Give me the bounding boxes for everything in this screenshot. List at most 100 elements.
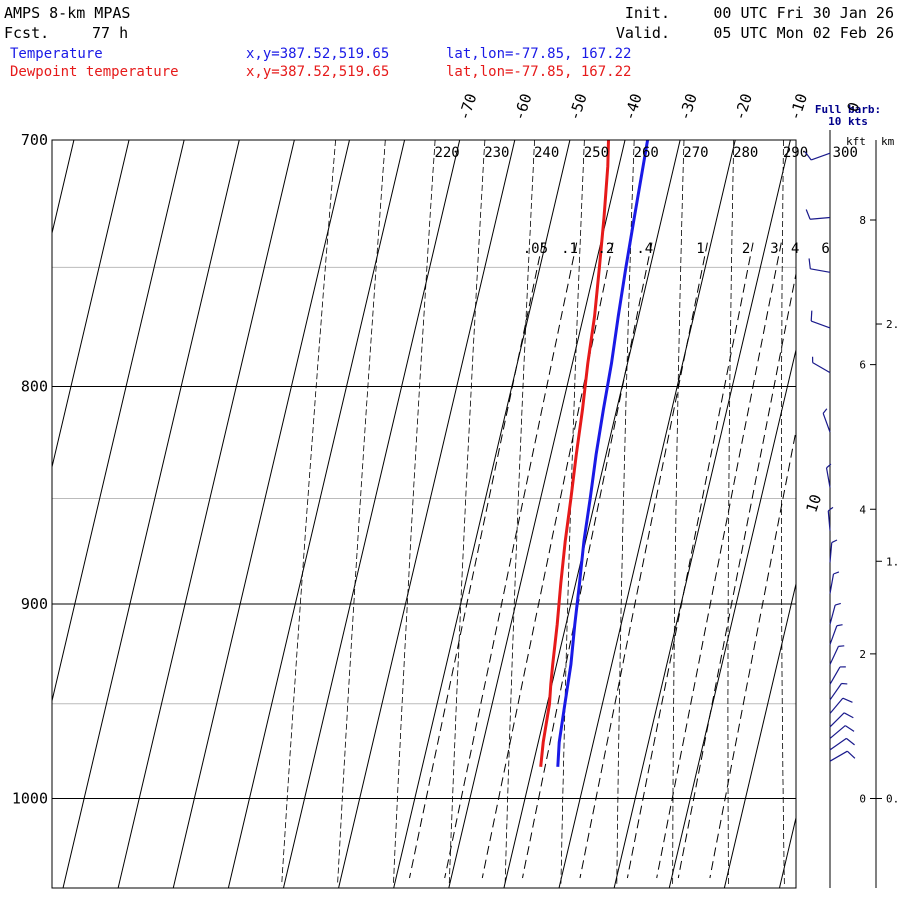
wind-barb	[808, 258, 831, 273]
isotherm-line	[668, 347, 796, 888]
wind-barb	[829, 539, 838, 563]
dry-adiabat-line	[281, 140, 336, 886]
barb-legend-line2: 10 kts	[828, 115, 868, 128]
plot-border	[51, 139, 797, 889]
wind-barb-flag	[846, 750, 856, 759]
mixing-ratio-line	[579, 242, 708, 879]
wind-barb	[829, 750, 856, 762]
legend: Temperature x,y=387.52,519.65 lat,lon=-7…	[10, 46, 631, 80]
wind-barb-staff	[829, 737, 847, 751]
wind-barb	[829, 571, 840, 594]
dry-adiabat-line	[504, 140, 535, 886]
mixing-ratio-line	[677, 271, 796, 879]
wind-barb-flag	[822, 408, 828, 414]
wind-barb-staff	[810, 216, 831, 220]
mixing-ratio-label: 3	[770, 241, 778, 257]
wind-barb-staff	[829, 750, 848, 762]
wind-barb-flag	[805, 209, 811, 220]
background-grid	[52, 140, 796, 888]
wind-barb-flag	[831, 539, 838, 544]
isobar-label: 1000	[12, 790, 48, 808]
isotherm-line	[172, 140, 350, 888]
legend-temperature-xy: x,y=387.52,519.65	[246, 46, 389, 62]
wind-barb	[829, 624, 843, 645]
isotherm-line	[52, 140, 185, 704]
mixing-ratio-line	[626, 242, 754, 879]
legend-dewpoint-name: Dewpoint temperature	[10, 64, 179, 80]
dry-adiabat-label: 290	[783, 145, 808, 161]
wind-barb-staff	[822, 413, 831, 433]
km-tick-label: 1.	[886, 555, 899, 568]
isotherm-line	[338, 140, 516, 888]
barb-legend-line1: Full barb:	[815, 103, 881, 116]
wind-barb-flag	[810, 310, 813, 322]
wind-barb	[829, 645, 845, 665]
legend-temperature-name: Temperature	[10, 46, 103, 62]
valid-label: Valid.	[616, 24, 670, 42]
mixing-ratio-label: .4	[636, 241, 653, 257]
kft-tick-label: 8	[859, 214, 866, 227]
wind-barb-staff	[829, 625, 838, 645]
dry-adiabat-label: 280	[733, 145, 758, 161]
wind-barb-staff	[810, 268, 831, 273]
mixing-ratio-label: 2	[742, 241, 750, 257]
kft-tick-label: 4	[859, 503, 866, 516]
mixing-ratio-label: 6	[821, 241, 829, 257]
isotherm-line	[227, 140, 406, 888]
wind-barb-staff	[829, 604, 836, 625]
wind-barbs	[804, 151, 856, 762]
wind-barb-staff	[829, 683, 842, 701]
wind-barb-staff	[827, 510, 831, 531]
wind-barb	[805, 209, 831, 220]
height-axis: kft km	[846, 135, 895, 148]
wind-barb	[825, 463, 832, 488]
wind-barb-flag	[843, 712, 854, 719]
wind-barb-flag	[844, 725, 855, 732]
wind-barb-flag	[826, 463, 832, 469]
dry-adiabat-line	[337, 140, 386, 886]
wind-barb-flag	[846, 737, 855, 746]
wind-barb	[810, 310, 831, 329]
dry-adiabat-line	[393, 140, 436, 886]
dry-adiabat-line	[448, 140, 486, 886]
wind-barb	[829, 682, 848, 701]
wind-barb	[829, 712, 854, 728]
wind-barb-flag	[833, 571, 840, 575]
mixing-ratio-line	[709, 428, 796, 879]
isotherm-label: 10	[802, 492, 825, 515]
dry-adiabat-label: 300	[833, 145, 858, 161]
mixing-ratio-label: .2	[597, 241, 614, 257]
dry-adiabat-line	[616, 140, 635, 886]
dry-adiabat-label: 230	[484, 145, 509, 161]
wind-barb-staff	[812, 362, 831, 374]
model-title: AMPS 8-km MPAS	[4, 4, 130, 22]
wind-barb-staff	[829, 697, 844, 714]
wind-barb	[811, 356, 831, 374]
fcst-label: Fcst.	[4, 24, 49, 42]
wind-barb-flag	[838, 645, 845, 647]
sounding-profiles	[539, 140, 650, 767]
legend-temperature-latlon: lat,lon=-77.85, 167.22	[446, 46, 631, 62]
mixing-ratio-line	[656, 242, 782, 879]
fcst-hours: 77 h	[92, 24, 128, 42]
dry-adiabat-line	[560, 140, 585, 886]
wind-barb	[827, 506, 834, 531]
isotherm-line	[62, 140, 240, 888]
wind-barb	[829, 697, 853, 714]
mixing-ratio-label: .1	[561, 241, 578, 257]
mixing-ratio-line	[409, 242, 544, 879]
isotherm-line	[503, 140, 681, 888]
wind-barb	[829, 666, 846, 685]
init-time: 00 UTC Fri 30 Jan 26	[713, 4, 894, 22]
wind-barb-staff	[829, 725, 846, 739]
mixing-ratio-label: 4	[791, 241, 799, 257]
isotherm-line	[448, 140, 626, 888]
wind-barb	[804, 151, 831, 161]
wind-barb	[829, 602, 841, 625]
mixing-ratio-line	[522, 242, 653, 879]
wind-barb-staff	[829, 646, 839, 665]
barb-legend: Full barb: 10 kts	[815, 103, 881, 128]
wind-barb-staff	[825, 467, 831, 488]
isotherm-line	[52, 140, 130, 470]
